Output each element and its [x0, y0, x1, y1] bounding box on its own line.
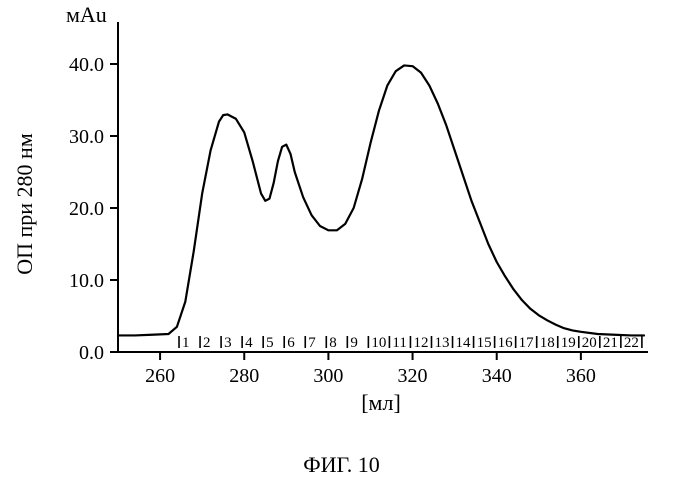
fraction-label: 18 — [540, 335, 555, 351]
figure-caption: ФИГ. 10 — [0, 452, 683, 478]
fraction-label: 10 — [371, 335, 386, 351]
fraction-label: 1 — [182, 335, 190, 351]
y-axis-label: ОП при 280 нм — [12, 133, 37, 275]
fraction-label: 12 — [413, 335, 428, 351]
x-axis-label: [мл] — [361, 390, 401, 415]
fraction-label: 19 — [561, 335, 576, 351]
x-tick-label: 360 — [566, 365, 596, 387]
fraction-label: 5 — [266, 335, 274, 351]
fraction-label: 17 — [519, 335, 535, 351]
y-tick-label: 30.0 — [69, 126, 104, 148]
x-tick-label: 300 — [313, 365, 343, 387]
x-tick-label: 260 — [145, 365, 175, 387]
y-tick-label: 10.0 — [69, 270, 104, 292]
fraction-label: 13 — [434, 335, 449, 351]
chart-svg: 0.010.020.030.040.0260280300320340360мAu… — [0, 0, 683, 430]
fraction-label: 22 — [624, 335, 639, 351]
fraction-label: 11 — [392, 335, 406, 351]
x-tick-label: 320 — [398, 365, 428, 387]
fraction-label: 4 — [245, 335, 253, 351]
fraction-label: 9 — [350, 335, 358, 351]
fraction-label: 8 — [329, 335, 337, 351]
fraction-label: 3 — [224, 335, 232, 351]
fraction-label: 14 — [456, 335, 472, 351]
x-tick-label: 340 — [482, 365, 512, 387]
fraction-label: 7 — [308, 335, 316, 351]
fraction-label: 2 — [203, 335, 211, 351]
fraction-label: 6 — [287, 335, 295, 351]
x-tick-label: 280 — [229, 365, 259, 387]
y-tick-label: 20.0 — [69, 198, 104, 220]
fraction-label: 21 — [603, 335, 618, 351]
fraction-label: 16 — [498, 335, 513, 351]
y-tick-label: 40.0 — [69, 54, 104, 76]
chromatogram-curve — [118, 65, 644, 335]
chromatogram-figure: 0.010.020.030.040.0260280300320340360мAu… — [0, 0, 683, 500]
y-tick-label: 0.0 — [79, 342, 104, 364]
y-unit-label: мAu — [66, 2, 107, 27]
fraction-label: 20 — [582, 335, 597, 351]
fraction-label: 15 — [477, 335, 492, 351]
